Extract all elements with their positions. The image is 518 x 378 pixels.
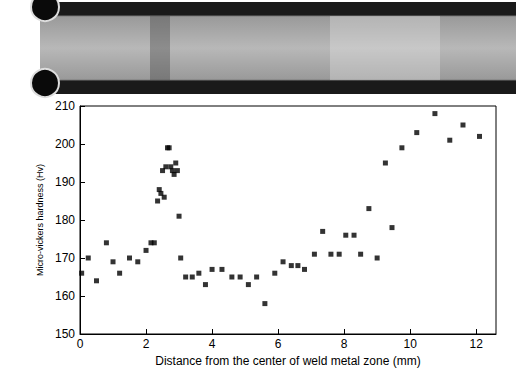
svg-text:200: 200 — [55, 137, 75, 151]
svg-text:190: 190 — [55, 175, 75, 189]
svg-text:160: 160 — [55, 289, 75, 303]
svg-text:Micro-vickers hardness (Hv): Micro-vickers hardness (Hv) — [35, 164, 45, 276]
svg-text:10: 10 — [403, 337, 417, 351]
svg-text:0: 0 — [77, 337, 84, 351]
svg-text:4: 4 — [209, 337, 216, 351]
svg-text:8: 8 — [341, 337, 348, 351]
svg-text:210: 210 — [55, 99, 75, 113]
svg-text:Distance from the center of we: Distance from the center of weld metal z… — [155, 354, 420, 368]
svg-text:2: 2 — [143, 337, 150, 351]
svg-text:150: 150 — [55, 327, 75, 341]
svg-text:180: 180 — [55, 213, 75, 227]
svg-text:12: 12 — [470, 337, 484, 351]
svg-text:170: 170 — [55, 251, 75, 265]
svg-text:6: 6 — [275, 337, 282, 351]
